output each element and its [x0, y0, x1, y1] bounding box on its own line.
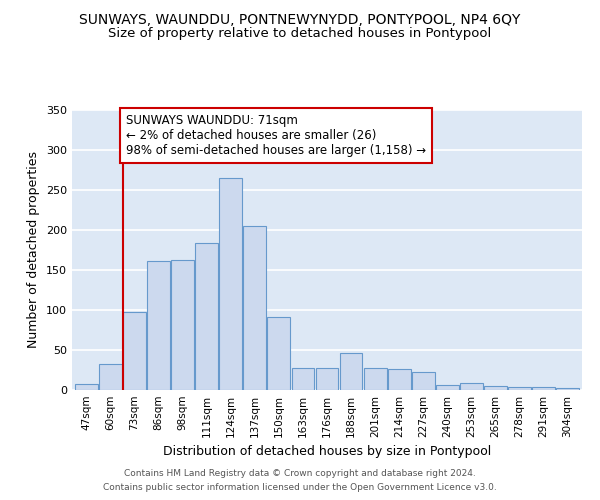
Bar: [388, 369, 410, 390]
Bar: [556, 388, 579, 390]
Bar: [123, 312, 146, 390]
Bar: [364, 368, 386, 390]
Bar: [99, 364, 122, 390]
Bar: [220, 178, 242, 390]
X-axis label: Distribution of detached houses by size in Pontypool: Distribution of detached houses by size …: [163, 446, 491, 458]
Bar: [268, 317, 290, 390]
Bar: [412, 372, 434, 390]
Bar: [171, 260, 194, 390]
Bar: [75, 384, 98, 390]
Bar: [460, 383, 483, 390]
Bar: [244, 226, 266, 390]
Bar: [292, 368, 314, 390]
Text: Size of property relative to detached houses in Pontypool: Size of property relative to detached ho…: [109, 28, 491, 40]
Text: SUNWAYS, WAUNDDU, PONTNEWYNYDD, PONTYPOOL, NP4 6QY: SUNWAYS, WAUNDDU, PONTNEWYNYDD, PONTYPOO…: [79, 12, 521, 26]
Bar: [508, 387, 531, 390]
Bar: [147, 261, 170, 390]
Bar: [316, 368, 338, 390]
Bar: [436, 385, 459, 390]
Bar: [195, 243, 218, 390]
Y-axis label: Number of detached properties: Number of detached properties: [28, 152, 40, 348]
Text: Contains HM Land Registry data © Crown copyright and database right 2024.: Contains HM Land Registry data © Crown c…: [124, 468, 476, 477]
Bar: [484, 386, 507, 390]
Text: SUNWAYS WAUNDDU: 71sqm
← 2% of detached houses are smaller (26)
98% of semi-deta: SUNWAYS WAUNDDU: 71sqm ← 2% of detached …: [126, 114, 426, 157]
Text: Contains public sector information licensed under the Open Government Licence v3: Contains public sector information licen…: [103, 484, 497, 492]
Bar: [532, 387, 555, 390]
Bar: [340, 353, 362, 390]
